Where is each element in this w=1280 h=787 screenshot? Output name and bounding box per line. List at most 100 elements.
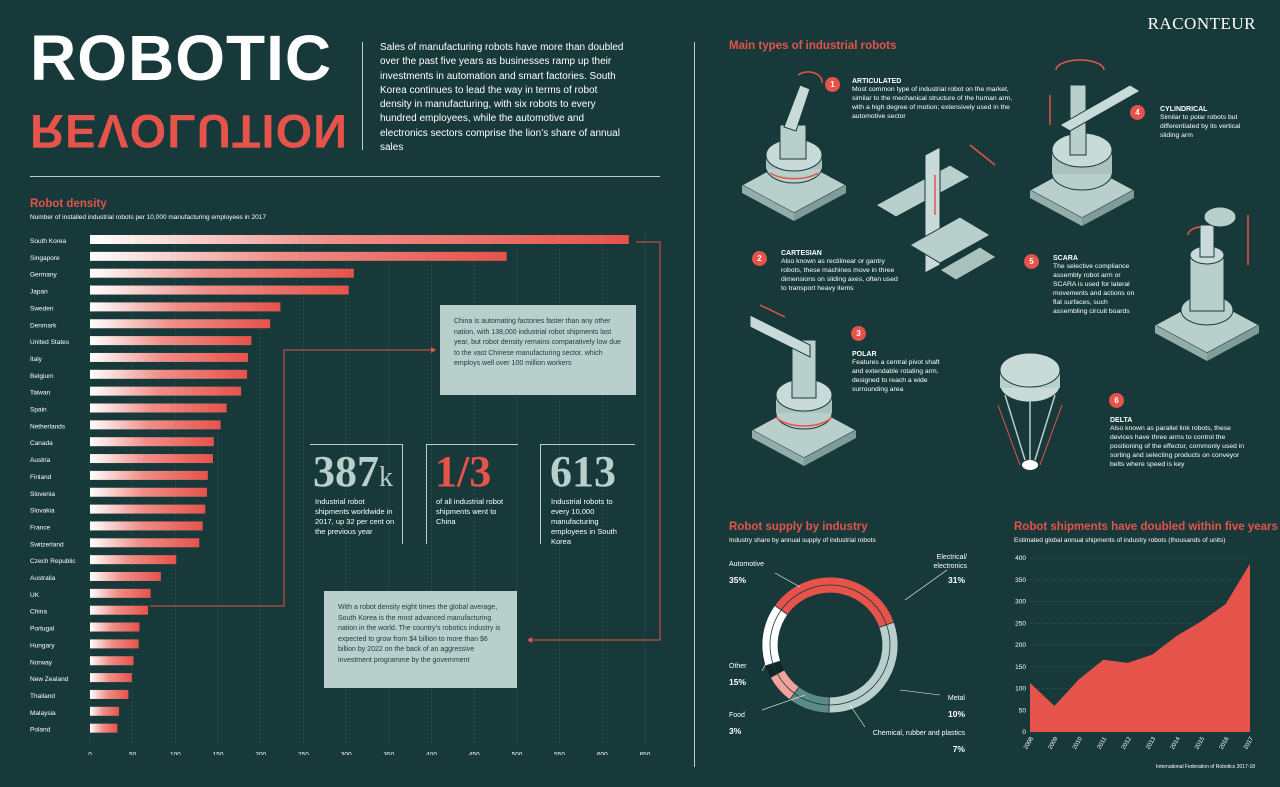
robot-1-number: 1	[825, 77, 840, 92]
category-label: Denmark	[30, 322, 57, 329]
label-other: Other	[729, 663, 747, 670]
stat-1-vrule	[402, 444, 403, 544]
category-label: Slovakia	[30, 508, 55, 515]
bar	[90, 706, 120, 716]
pct-automotive: 35%	[729, 575, 747, 585]
robot-1-text: ARTICULATED Most common type of industri…	[852, 78, 1017, 121]
bar	[90, 656, 134, 666]
pct-food: 3%	[729, 726, 742, 736]
category-label: Thailand	[30, 693, 55, 700]
category-label: Belgium	[30, 373, 53, 380]
category-label: Netherlands	[30, 423, 66, 430]
stat-1-suffix: k	[379, 462, 393, 493]
x-tick-label: 550	[554, 752, 565, 756]
robot-3-desc: Features a central pivot shaft and exten…	[852, 359, 940, 393]
y-tick-label: 0	[1022, 729, 1026, 736]
robot-4-text: CYLINDRICAL Similar to polar robots but …	[1160, 106, 1260, 140]
y-tick-label: 400	[1015, 555, 1026, 562]
category-label: Japan	[30, 289, 48, 296]
category-label: United States	[30, 339, 70, 346]
x-tick-label: 450	[469, 752, 480, 756]
bar	[90, 470, 208, 480]
category-label: Italy	[30, 356, 43, 363]
stat-3-desc: Industrial robots to every 10,000 manufa…	[551, 497, 617, 546]
robot-5-desc: The selective compliance assembly robot …	[1053, 263, 1135, 315]
delta-robot-icon	[997, 352, 1063, 470]
label-automotive: Automotive	[729, 561, 765, 568]
x-tick-label: 350	[383, 752, 394, 756]
intro-text: Sales of manufacturing robots have more …	[380, 42, 624, 154]
bar	[90, 302, 281, 312]
leader-line	[904, 569, 948, 601]
bar	[90, 572, 161, 581]
robot-6-text: DELTA Also known as parallel link robots…	[1110, 417, 1250, 469]
bar	[90, 487, 207, 497]
category-label: China	[30, 609, 47, 616]
bar	[90, 588, 151, 598]
bar	[90, 555, 177, 565]
y-tick-label: 200	[1015, 642, 1026, 649]
brand-logo: RACONTEUR	[1147, 14, 1256, 33]
bar	[90, 285, 349, 295]
bar	[90, 437, 214, 447]
stat-1-number: 387	[313, 447, 379, 496]
x-tick-label: 2017	[1243, 736, 1255, 751]
robot-illustrations	[741, 59, 1260, 470]
stat-3-vrule	[540, 444, 541, 544]
donut-slice	[828, 621, 899, 714]
bar	[90, 723, 118, 733]
density-title: Robot density	[30, 198, 107, 210]
bar	[90, 369, 248, 379]
robot-4-name: CYLINDRICAL	[1160, 106, 1208, 113]
connector-china-arrow	[431, 347, 436, 353]
category-label: Norway	[30, 659, 53, 666]
robot-4-number: 4	[1130, 105, 1145, 120]
stat-3-value: 613	[550, 447, 616, 496]
cartesian-robot-icon	[874, 144, 997, 281]
y-tick-label: 50	[1019, 707, 1027, 714]
stat-2-rule	[426, 444, 518, 445]
x-tick-label: 500	[511, 752, 522, 756]
x-tick-label: 200	[255, 752, 266, 756]
bar	[90, 622, 140, 632]
bar	[90, 336, 252, 346]
connector-korea	[530, 241, 661, 641]
pct-other: 15%	[729, 677, 747, 687]
x-tick-label: 650	[640, 752, 651, 756]
bar	[90, 251, 507, 261]
shipments-chart: 0 50 100 150 200 250 300 350 400 2008 2009 2010 2011…	[1015, 555, 1255, 751]
stat-2-desc: of all industrial robot shipments went t…	[436, 497, 504, 526]
shipments-subtitle: Estimated global annual shipments of ind…	[1014, 537, 1226, 544]
cylindrical-robot-icon	[1029, 59, 1141, 227]
connector-korea-arrow	[527, 637, 532, 643]
robot-6-desc: Also known as parallel link robots, thes…	[1110, 425, 1245, 468]
supply-donut	[761, 569, 948, 728]
source-note: International Federation of Robotics 201…	[1156, 764, 1255, 770]
label-food: Food	[729, 712, 745, 719]
robot-2-name: CARTESIAN	[781, 250, 822, 257]
bar	[90, 268, 354, 278]
category-label: Sweden	[30, 305, 54, 312]
x-tick-label: 150	[213, 752, 224, 756]
category-label: Taiwan	[30, 390, 51, 397]
robot-4-desc: Similar to polar robots but differentiat…	[1160, 114, 1241, 139]
bar	[90, 454, 213, 464]
stat-3-rule	[540, 444, 635, 445]
x-tick-label: 2016	[1219, 736, 1231, 751]
y-tick-label: 250	[1015, 620, 1026, 627]
x-tick-label: 2011	[1097, 736, 1109, 751]
y-tick-label: 100	[1015, 686, 1026, 693]
polar-robot-icon	[749, 304, 857, 467]
bar	[90, 352, 248, 362]
bar	[90, 521, 203, 531]
category-label: UK	[30, 592, 40, 599]
china-note: China is automating factories faster tha…	[440, 305, 636, 395]
category-label: Czech Republic	[30, 558, 76, 565]
x-tick-label: 2012	[1121, 736, 1133, 751]
header-rule	[30, 176, 660, 177]
density-subtitle: Number of installed industrial robots pe…	[30, 214, 266, 221]
header-divider	[362, 42, 363, 150]
bar	[90, 386, 242, 396]
korea-note: With a robot density eight times the glo…	[324, 591, 517, 688]
x-tick-label: 2008	[1023, 736, 1035, 751]
